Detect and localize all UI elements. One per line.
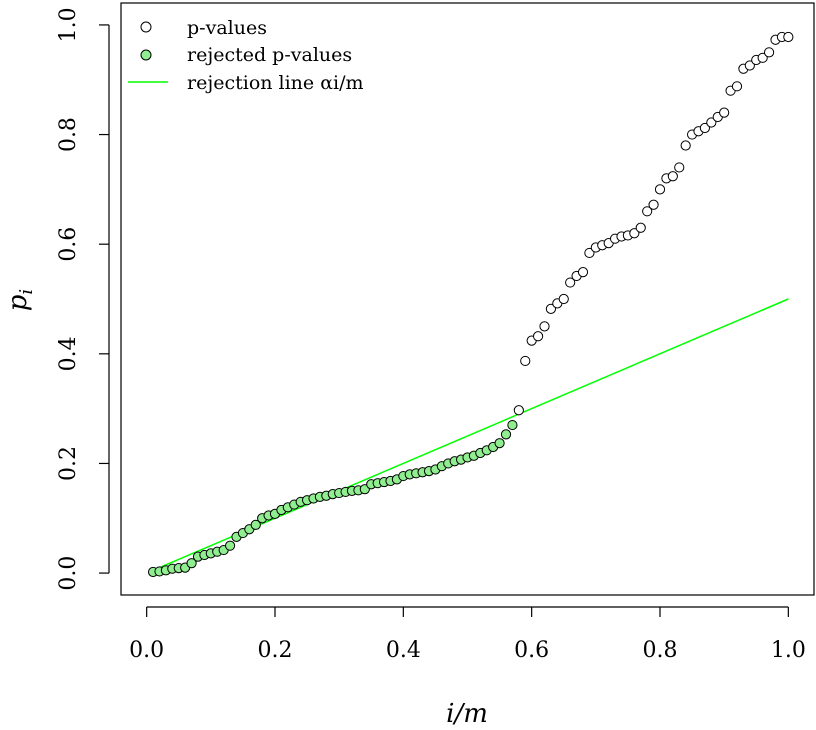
rejected-p-value-point — [500, 429, 512, 440]
y-tick-label: 0.4 — [56, 336, 81, 371]
p-value-point — [674, 162, 685, 173]
plot-frame — [120, 2, 815, 596]
x-axis: 0.0 0.2 0.4 0.6 0.8 1.0 — [129, 606, 806, 663]
p-value-point — [667, 171, 678, 182]
p-value-point — [520, 355, 531, 367]
legend-label-rejection-line: rejection line αi/m — [187, 72, 364, 94]
p-value-point — [654, 184, 666, 195]
p-value-point — [763, 47, 775, 58]
rejected-p-value-point — [494, 438, 505, 449]
y-tick-label: 1.0 — [56, 7, 81, 42]
x-tick-label: 0.8 — [643, 638, 678, 663]
rejected-p-value-point — [250, 519, 261, 530]
x-tick-label: 0.0 — [129, 638, 164, 663]
y-tick-label: 0.6 — [56, 227, 81, 262]
legend-label-p-values: p-values — [187, 17, 267, 39]
p-value-point — [731, 81, 743, 92]
p-value-point — [558, 293, 569, 305]
p-value-point — [706, 117, 717, 128]
y-axis: 0.0 0.2 0.4 0.6 0.8 1.0 — [56, 7, 110, 591]
p-value-point — [719, 107, 730, 118]
p-value-point — [680, 140, 691, 151]
rejected-p-value-point — [507, 419, 518, 431]
p-value-point — [648, 199, 659, 210]
y-tick-label: 0.2 — [56, 446, 81, 481]
legend-filled-circle-marker — [140, 49, 152, 61]
x-axis-title: i/m — [446, 699, 488, 729]
y-axis-title-main: p — [3, 294, 33, 311]
p-value-point — [539, 321, 550, 332]
rejected-p-value-point — [224, 540, 236, 551]
legend: p-values rejected p-values rejection lin… — [128, 17, 364, 94]
p-value-point — [629, 228, 640, 239]
y-tick-label: 0.0 — [56, 556, 81, 591]
p-value-point — [642, 206, 653, 217]
p-value-point — [513, 405, 524, 416]
rejected-p-value-point — [186, 558, 197, 569]
p-value-point — [783, 31, 794, 43]
y-axis-title: pi — [3, 289, 37, 311]
x-tick-label: 0.6 — [514, 638, 549, 663]
legend-open-circle-marker — [140, 21, 152, 33]
x-tick-label: 1.0 — [771, 638, 806, 663]
p-value-point — [584, 247, 595, 259]
p-value-point — [565, 277, 576, 288]
p-value-point — [635, 222, 646, 233]
y-tick-label: 0.8 — [56, 117, 81, 152]
p-value-point — [577, 267, 589, 278]
y-axis-title-sub: i — [16, 289, 37, 295]
p-value-point — [757, 52, 768, 63]
x-tick-label: 0.4 — [386, 638, 421, 663]
p-value-point — [545, 303, 557, 314]
legend-label-rejected-p-values: rejected p-values — [187, 44, 352, 66]
p-value-point — [699, 122, 711, 134]
p-value-point — [744, 60, 755, 71]
p-value-point — [532, 331, 544, 342]
data-points — [147, 31, 794, 578]
x-tick-label: 0.2 — [258, 638, 293, 663]
